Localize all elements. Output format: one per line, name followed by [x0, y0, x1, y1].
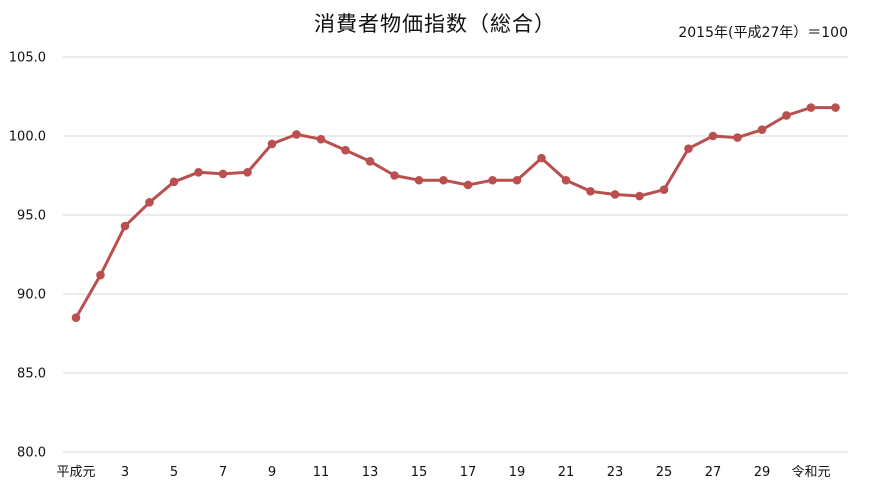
x-tick-label: 27	[705, 465, 722, 480]
x-tick-label: 7	[219, 465, 227, 480]
data-point	[831, 103, 840, 112]
x-tick-label: 平成元	[56, 465, 95, 480]
y-tick-label: 90.0	[17, 288, 46, 303]
data-point	[806, 103, 816, 112]
y-tick-label: 105.0	[9, 51, 46, 66]
data-point	[733, 133, 742, 142]
data-point	[365, 156, 375, 166]
data-point	[390, 171, 399, 180]
x-tick-label: 25	[656, 465, 673, 480]
data-point	[757, 125, 767, 134]
data-point	[145, 198, 154, 207]
data-point	[439, 175, 448, 185]
data-point	[71, 313, 81, 323]
chart-title: 消費者物価指数（総合）	[314, 12, 556, 36]
data-point	[414, 175, 424, 185]
y-tick-label: 80.0	[17, 446, 46, 461]
y-tick-label: 85.0	[17, 367, 46, 382]
data-point	[463, 180, 473, 190]
y-tick-label: 95.0	[17, 209, 46, 224]
x-tick-label: 17	[460, 465, 477, 480]
x-tick-label: 令和元	[791, 465, 830, 480]
base-year-note: 2015年(平成27年）＝100	[678, 25, 848, 41]
data-point	[243, 168, 252, 177]
data-point	[782, 111, 791, 120]
data-point	[218, 169, 228, 179]
y-tick-label: 100.0	[9, 130, 46, 145]
x-tick-label: 15	[411, 465, 428, 480]
x-tick-label: 19	[509, 465, 526, 480]
x-tick-label: 9	[268, 465, 276, 480]
x-tick-label: 11	[313, 465, 330, 480]
x-tick-label: 5	[170, 465, 178, 480]
x-tick-label: 29	[754, 465, 771, 480]
series-line	[74, 106, 836, 319]
data-point	[512, 175, 522, 185]
data-point	[488, 175, 497, 185]
data-point	[120, 221, 130, 231]
data-point	[267, 139, 277, 149]
data-point	[537, 153, 546, 163]
data-point	[708, 131, 718, 141]
data-point	[561, 175, 571, 185]
x-tick-label: 21	[558, 465, 575, 480]
data-point	[169, 177, 179, 187]
data-point	[610, 190, 620, 199]
data-point	[341, 145, 350, 155]
data-point	[635, 191, 644, 201]
data-point	[684, 144, 693, 153]
data-point	[659, 185, 669, 195]
x-tick-label: 13	[362, 465, 379, 480]
x-tick-label: 3	[121, 465, 129, 480]
data-point	[292, 130, 301, 139]
data-point	[194, 168, 203, 177]
data-point	[586, 187, 595, 196]
data-point	[316, 134, 326, 144]
data-point	[96, 270, 105, 280]
x-tick-label: 23	[607, 465, 624, 480]
